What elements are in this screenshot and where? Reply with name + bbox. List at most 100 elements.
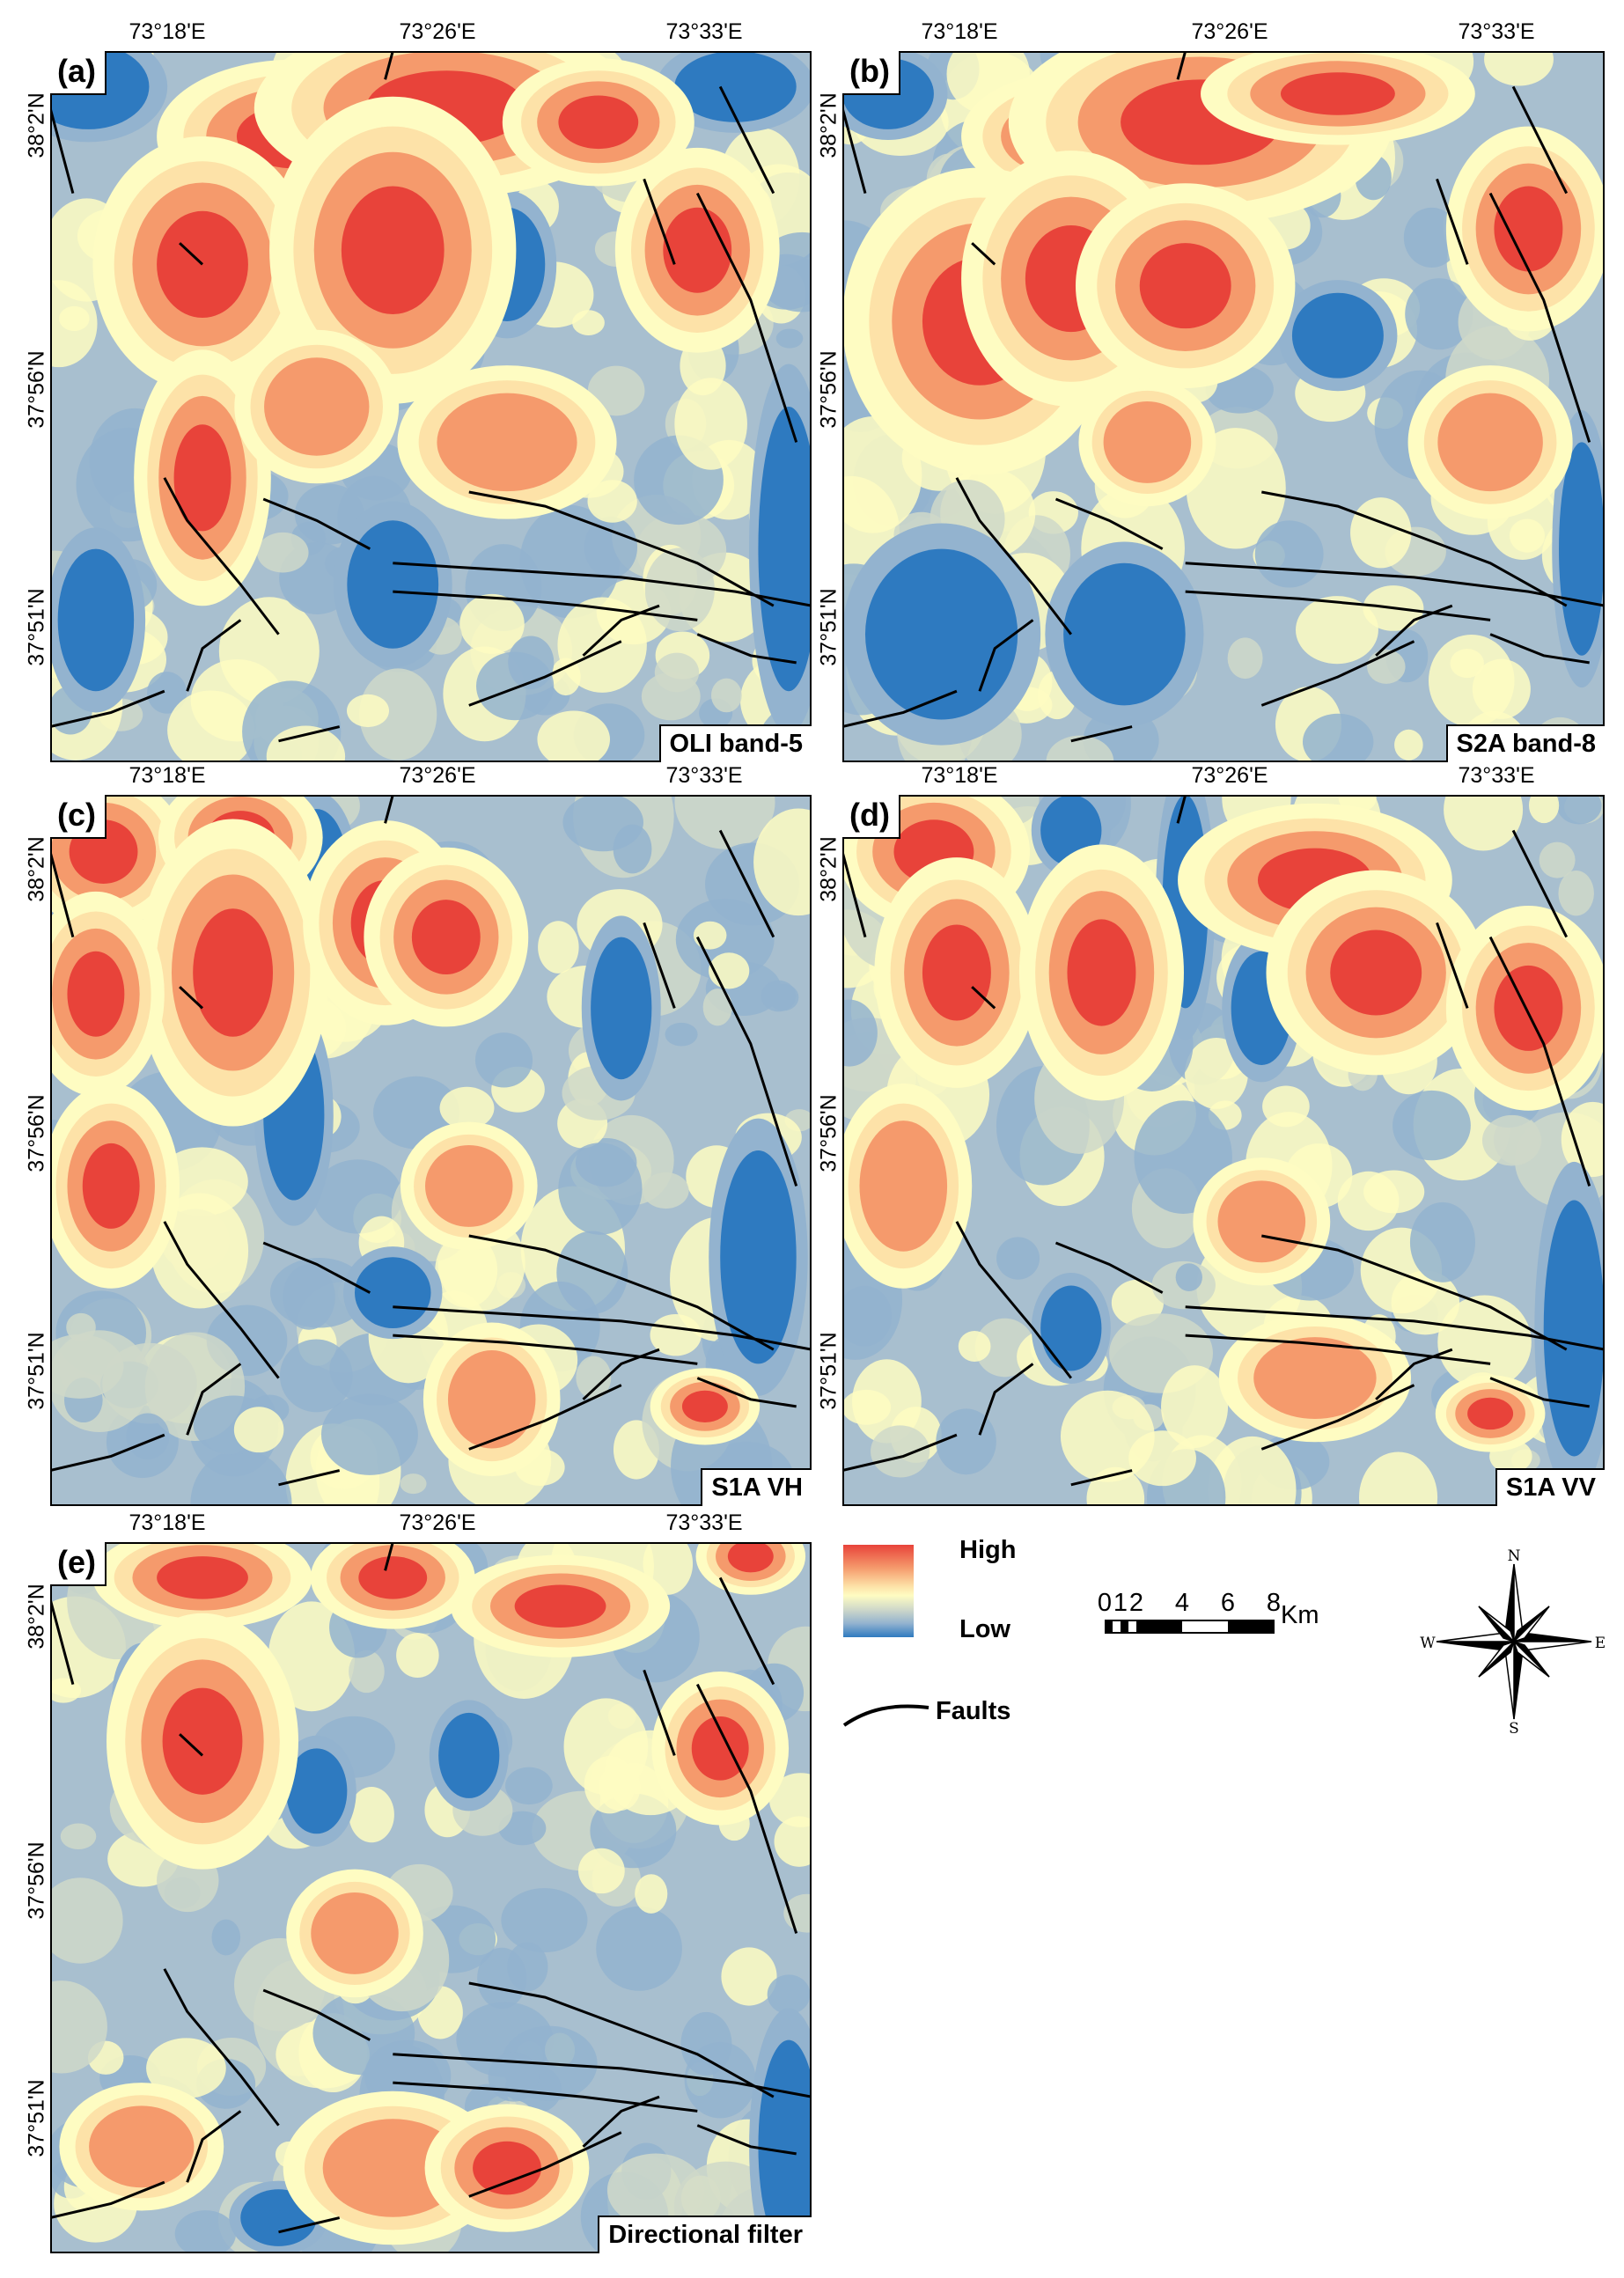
scale-tick-1: 1 (1113, 1589, 1128, 1617)
density-map-a (50, 51, 812, 762)
fault-line (163, 1221, 280, 1379)
lon-tick-d-2: 73°26'E (1191, 763, 1268, 788)
fault-line (262, 497, 371, 550)
lon-tick-c-1: 73°18'E (129, 763, 206, 788)
lon-tick-c-2: 73°26'E (399, 763, 476, 788)
legend-low-label: Low (959, 1615, 1010, 1643)
lon-tick-a-2: 73°26'E (399, 19, 476, 44)
panel-label-e: (e) (50, 1542, 107, 1586)
scale-tick-4: 4 (1174, 1589, 1190, 1617)
fault-line (1185, 562, 1605, 607)
map-panel-c: (c) S1A VH (50, 795, 812, 1506)
fault-line (1176, 51, 1187, 80)
fault-line (1488, 192, 1591, 443)
fault-line (468, 1981, 775, 2098)
fault-line (842, 851, 867, 937)
fault-line (955, 477, 1072, 636)
panel-label-a: (a) (50, 51, 107, 95)
fault-line (262, 1241, 371, 1294)
fault-line (1436, 178, 1469, 265)
fault-line (695, 936, 798, 1187)
lat-tick-d-2: 37°56'N (816, 1094, 841, 1172)
fault-line (468, 2131, 622, 2198)
lat-tick-a-2: 37°56'N (24, 350, 49, 429)
panel-caption-a: OLI band-5 (658, 724, 812, 762)
lat-tick-c-3: 37°51'N (24, 1332, 49, 1410)
legend: High Low Faults 0 1 2 4 6 8 Km (841, 1536, 1615, 1747)
lon-tick-a-1: 73°18'E (129, 19, 206, 44)
lon-tick-e-1: 73°18'E (129, 1510, 206, 1535)
lon-tick-a-3: 73°33'E (665, 19, 743, 44)
panel-caption-b: S2A band-8 (1445, 724, 1605, 762)
fault-line (1489, 633, 1590, 665)
compass-n: N (1507, 1547, 1521, 1565)
scale-bar-graphic (1105, 1620, 1275, 1634)
fault-line (1511, 85, 1569, 195)
fault-line (842, 689, 958, 729)
fault-line (50, 851, 75, 937)
fault-line (978, 1363, 1034, 1436)
fault-line (1070, 725, 1133, 743)
scale-tick-2: 2 (1128, 1589, 1144, 1617)
fault-line (1260, 1384, 1415, 1451)
fault-line (468, 1234, 775, 1351)
fault-line (696, 633, 797, 665)
fault-line (1375, 1348, 1453, 1400)
fault-line (695, 1683, 798, 1934)
fault-line (718, 1576, 775, 1686)
fault-line (582, 604, 660, 657)
fault-line (1511, 829, 1569, 938)
lat-tick-d-3: 37°51'N (816, 1332, 841, 1410)
fault-line (50, 1433, 165, 1473)
fault-line (1054, 1241, 1164, 1294)
lat-tick-d-1: 38°2'N (816, 836, 841, 902)
fault-line (278, 1469, 341, 1487)
lat-tick-b-1: 38°2'N (816, 92, 841, 158)
panel-caption-e: Directional filter (598, 2216, 812, 2253)
fault-line (50, 689, 165, 729)
density-map-d (842, 795, 1605, 1506)
fault-line (1436, 922, 1469, 1009)
lat-tick-a-3: 37°51'N (24, 588, 49, 666)
fault-line (696, 1377, 797, 1408)
fault-line (468, 490, 775, 607)
fault-line (468, 1384, 622, 1451)
panel-label-c: (c) (50, 795, 107, 839)
fault-line (179, 986, 204, 1010)
legend-faults-label: Faults (936, 1697, 1011, 1725)
panel-label-d: (d) (842, 795, 900, 839)
fault-line (50, 107, 75, 194)
scale-unit: Km (1281, 1601, 1319, 1629)
lon-tick-b-3: 73°33'E (1458, 19, 1535, 44)
lon-tick-e-2: 73°26'E (399, 1510, 476, 1535)
lat-tick-a-1: 38°2'N (24, 92, 49, 158)
fault-line (842, 107, 867, 194)
fault-line (955, 1221, 1072, 1379)
fault-line (384, 795, 394, 824)
panel-label-b: (b) (842, 51, 900, 95)
fault-line (393, 1305, 812, 1351)
fault-line (179, 1733, 204, 1757)
fault-line (384, 1542, 394, 1571)
fault-line (1375, 604, 1453, 657)
density-map-e (50, 1542, 812, 2253)
compass-rose-icon (1436, 1563, 1592, 1720)
fault-line (1261, 490, 1568, 607)
fault-line (1488, 936, 1591, 1187)
fault-line (179, 242, 204, 266)
fault-line (186, 2110, 242, 2183)
scale-tick-6: 6 (1220, 1589, 1236, 1617)
map-panel-b: (b) S2A band-8 (842, 51, 1605, 762)
fault-line (50, 1598, 75, 1685)
north-arrow: N S E W (1420, 1547, 1606, 1738)
fault-line (1070, 1469, 1133, 1487)
fault-line (718, 829, 775, 938)
density-map-c (50, 795, 812, 1506)
fault-line (971, 242, 996, 266)
fault-line (1489, 1377, 1590, 1408)
fault-line (1261, 1234, 1568, 1351)
fault-line (695, 192, 798, 443)
map-panel-d: (d) S1A VV (842, 795, 1605, 1506)
fault-line (393, 562, 812, 607)
lat-tick-e-1: 38°2'N (24, 1584, 49, 1650)
